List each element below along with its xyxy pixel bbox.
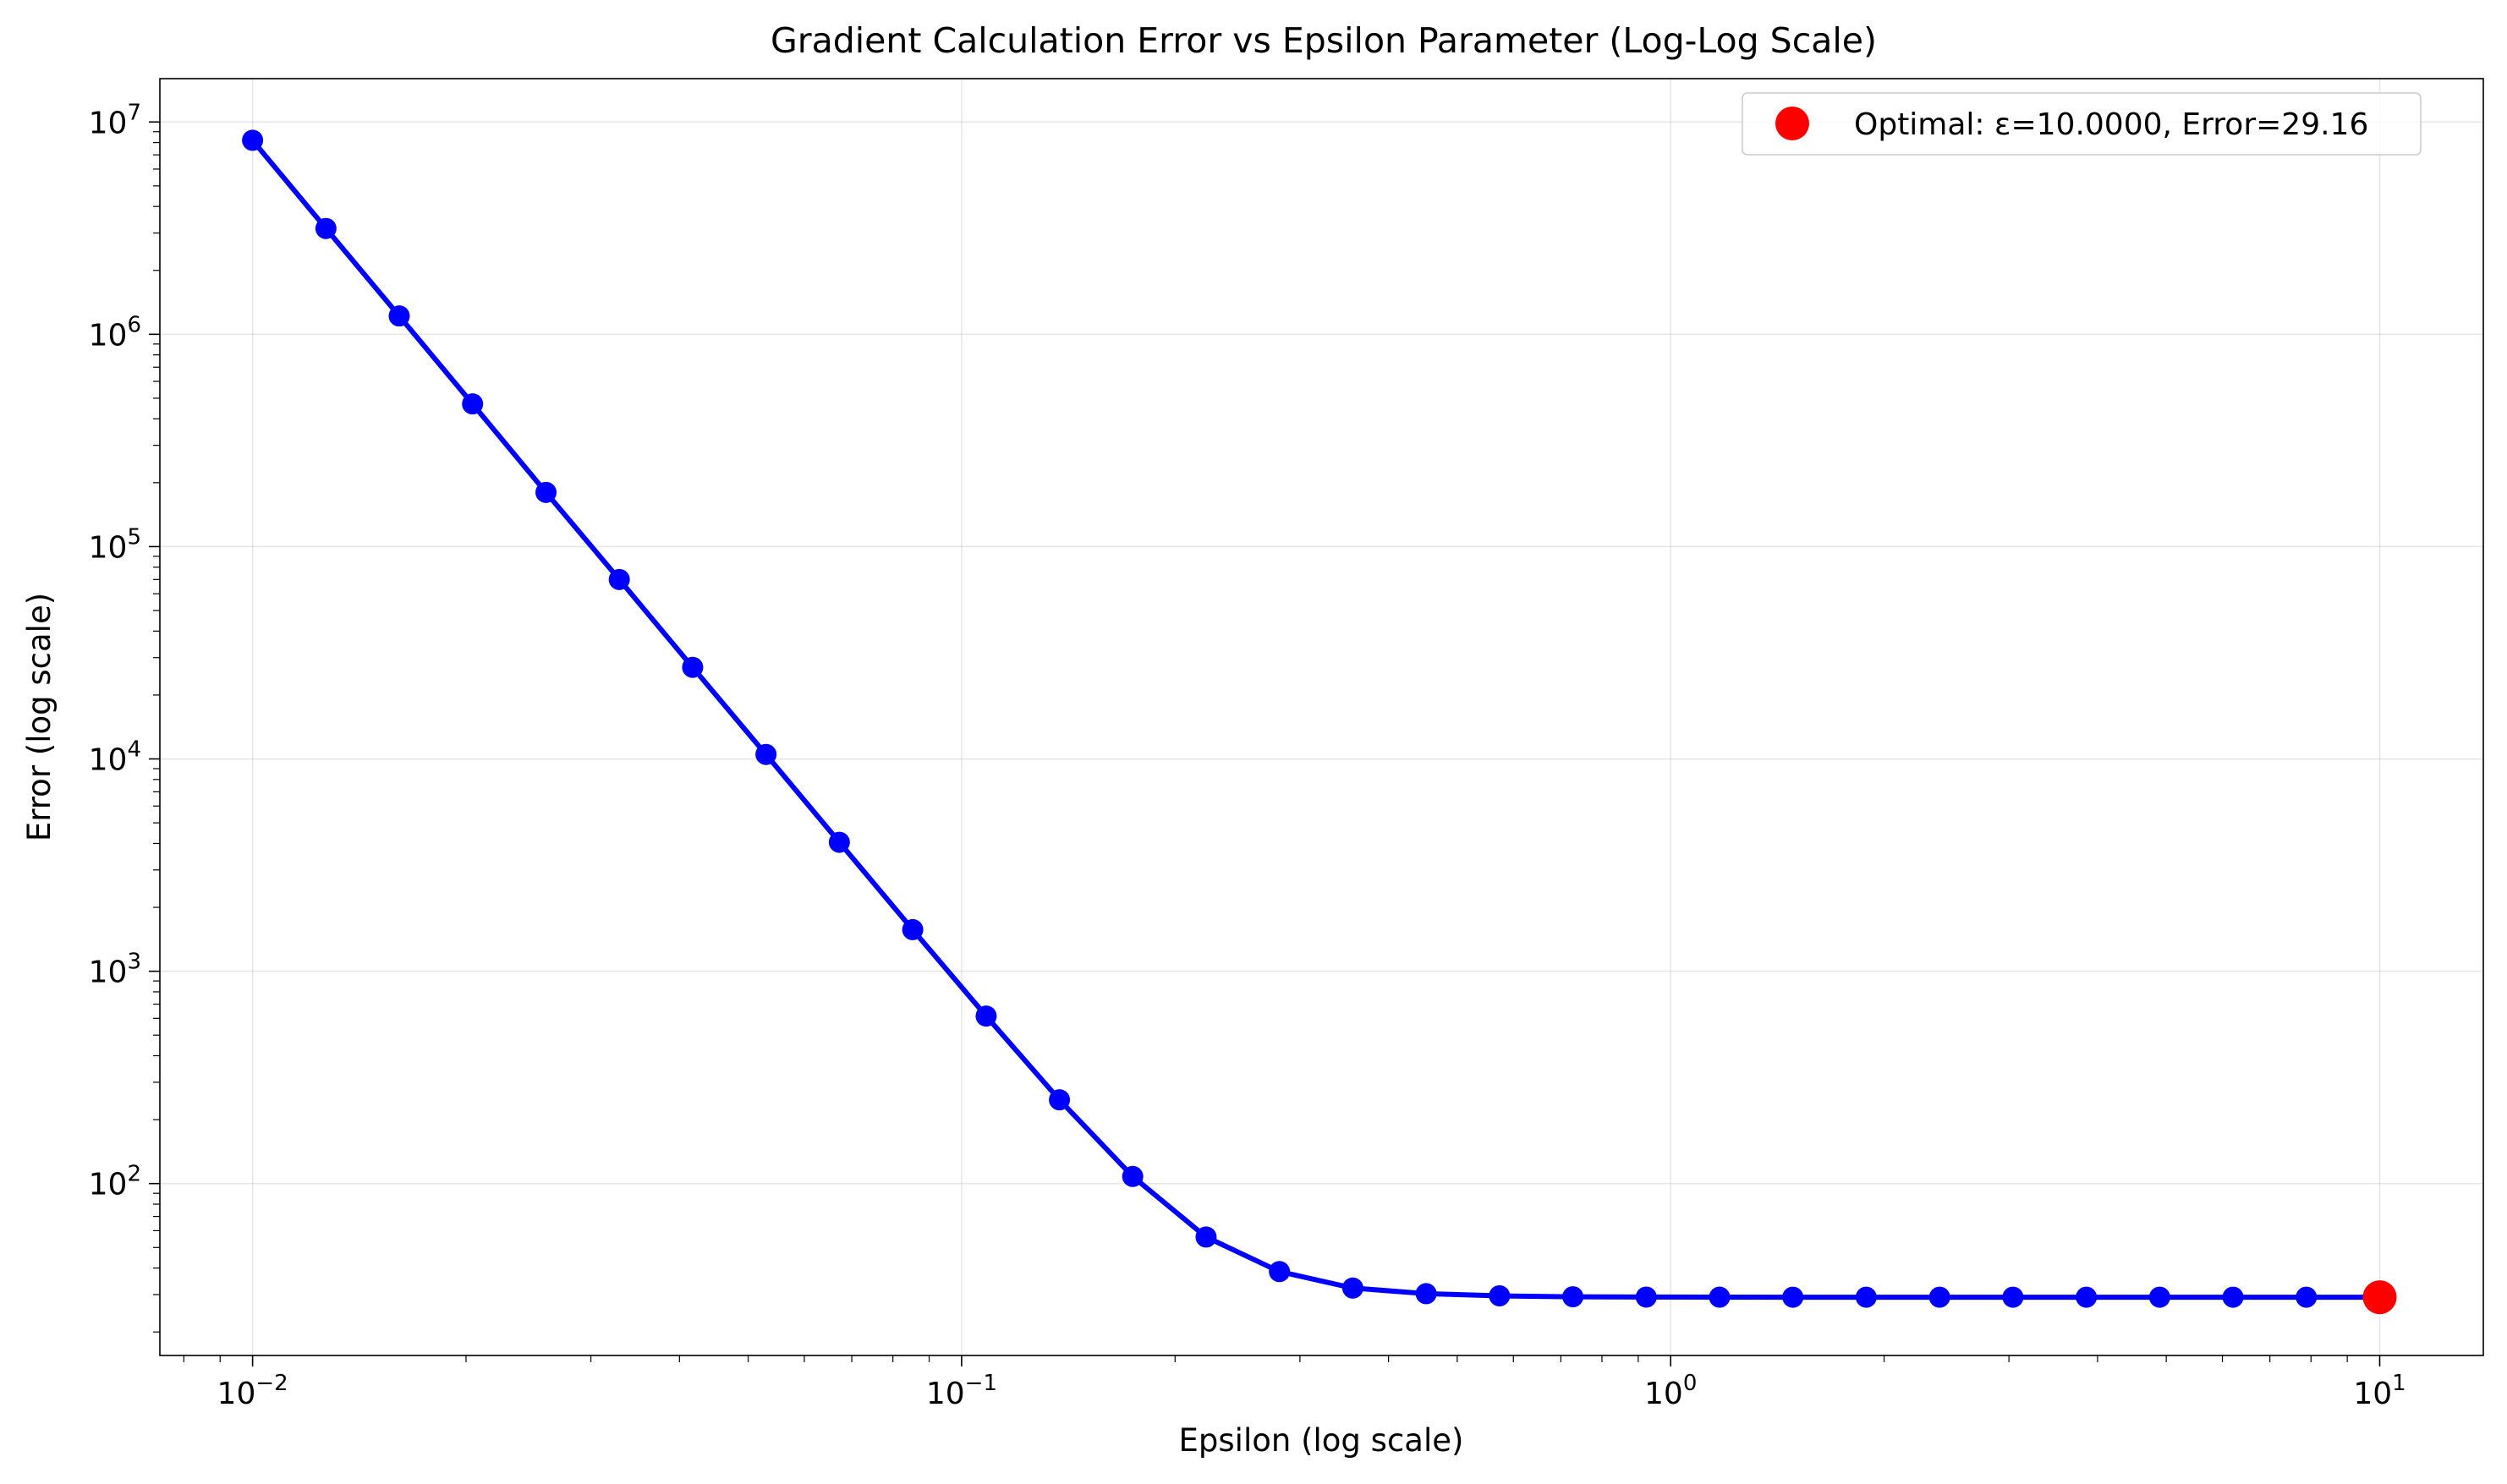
data-point [1269, 1261, 1291, 1283]
x-tick-label: 10−2 [217, 1371, 288, 1411]
data-point [975, 1005, 997, 1027]
optimal-point-marker [2362, 1280, 2397, 1315]
series-layer [242, 129, 2397, 1315]
data-point [315, 217, 337, 239]
data-point [902, 918, 924, 940]
x-axis-ticks: 10−2 10−1 100 101 [183, 1355, 2406, 1411]
data-point [2002, 1286, 2024, 1308]
data-point [2222, 1286, 2244, 1308]
x-tick-label: 10−1 [926, 1371, 997, 1411]
data-point [1562, 1286, 1584, 1308]
data-point [388, 305, 410, 327]
chart-title: Gradient Calculation Error vs Epsilon Pa… [771, 20, 1877, 61]
legend-box [1742, 92, 2422, 156]
data-point [2148, 1286, 2170, 1308]
x-tick-label: 100 [1644, 1371, 1697, 1411]
data-point [2076, 1286, 2098, 1308]
x-tick-label: 101 [2353, 1371, 2406, 1411]
data-point [1415, 1283, 1437, 1305]
data-point [608, 568, 630, 590]
x-axis-label: Epsilon (log scale) [1179, 1422, 1464, 1459]
legend-marker-optimal [1775, 107, 1809, 140]
plot-area-frame [159, 78, 2484, 1356]
data-point [1709, 1286, 1731, 1308]
y-tick-label: 103 [89, 950, 141, 990]
data-point [1341, 1277, 1363, 1299]
data-point [1489, 1284, 1511, 1306]
data-point [755, 743, 777, 765]
data-point [1928, 1286, 1950, 1308]
data-point [2296, 1286, 2318, 1308]
y-tick-label: 107 [89, 100, 141, 140]
data-point [462, 393, 484, 415]
series-line [250, 138, 2380, 1301]
y-tick-label: 105 [89, 524, 141, 565]
data-point [1049, 1089, 1071, 1111]
legend: Optimal: ε=10.0000, Error=29.16 [1742, 92, 2422, 156]
data-point [1782, 1286, 1804, 1308]
data-point [535, 481, 557, 503]
y-tick-label: 102 [89, 1162, 141, 1202]
data-point [1122, 1165, 1144, 1187]
data-point [1635, 1286, 1657, 1308]
data-point [242, 129, 264, 151]
data-point [1855, 1286, 1877, 1308]
data-point [1195, 1226, 1217, 1248]
data-point [682, 656, 704, 678]
y-axis-label: Error (log scale) [21, 593, 58, 841]
y-tick-label: 104 [89, 737, 141, 778]
legend-label-optimal: Optimal: ε=10.0000, Error=29.16 [1854, 107, 2368, 142]
y-tick-label: 106 [89, 312, 141, 353]
y-axis-ticks: 102 103 104 105 106 107 [89, 100, 160, 1333]
data-point [828, 831, 850, 853]
